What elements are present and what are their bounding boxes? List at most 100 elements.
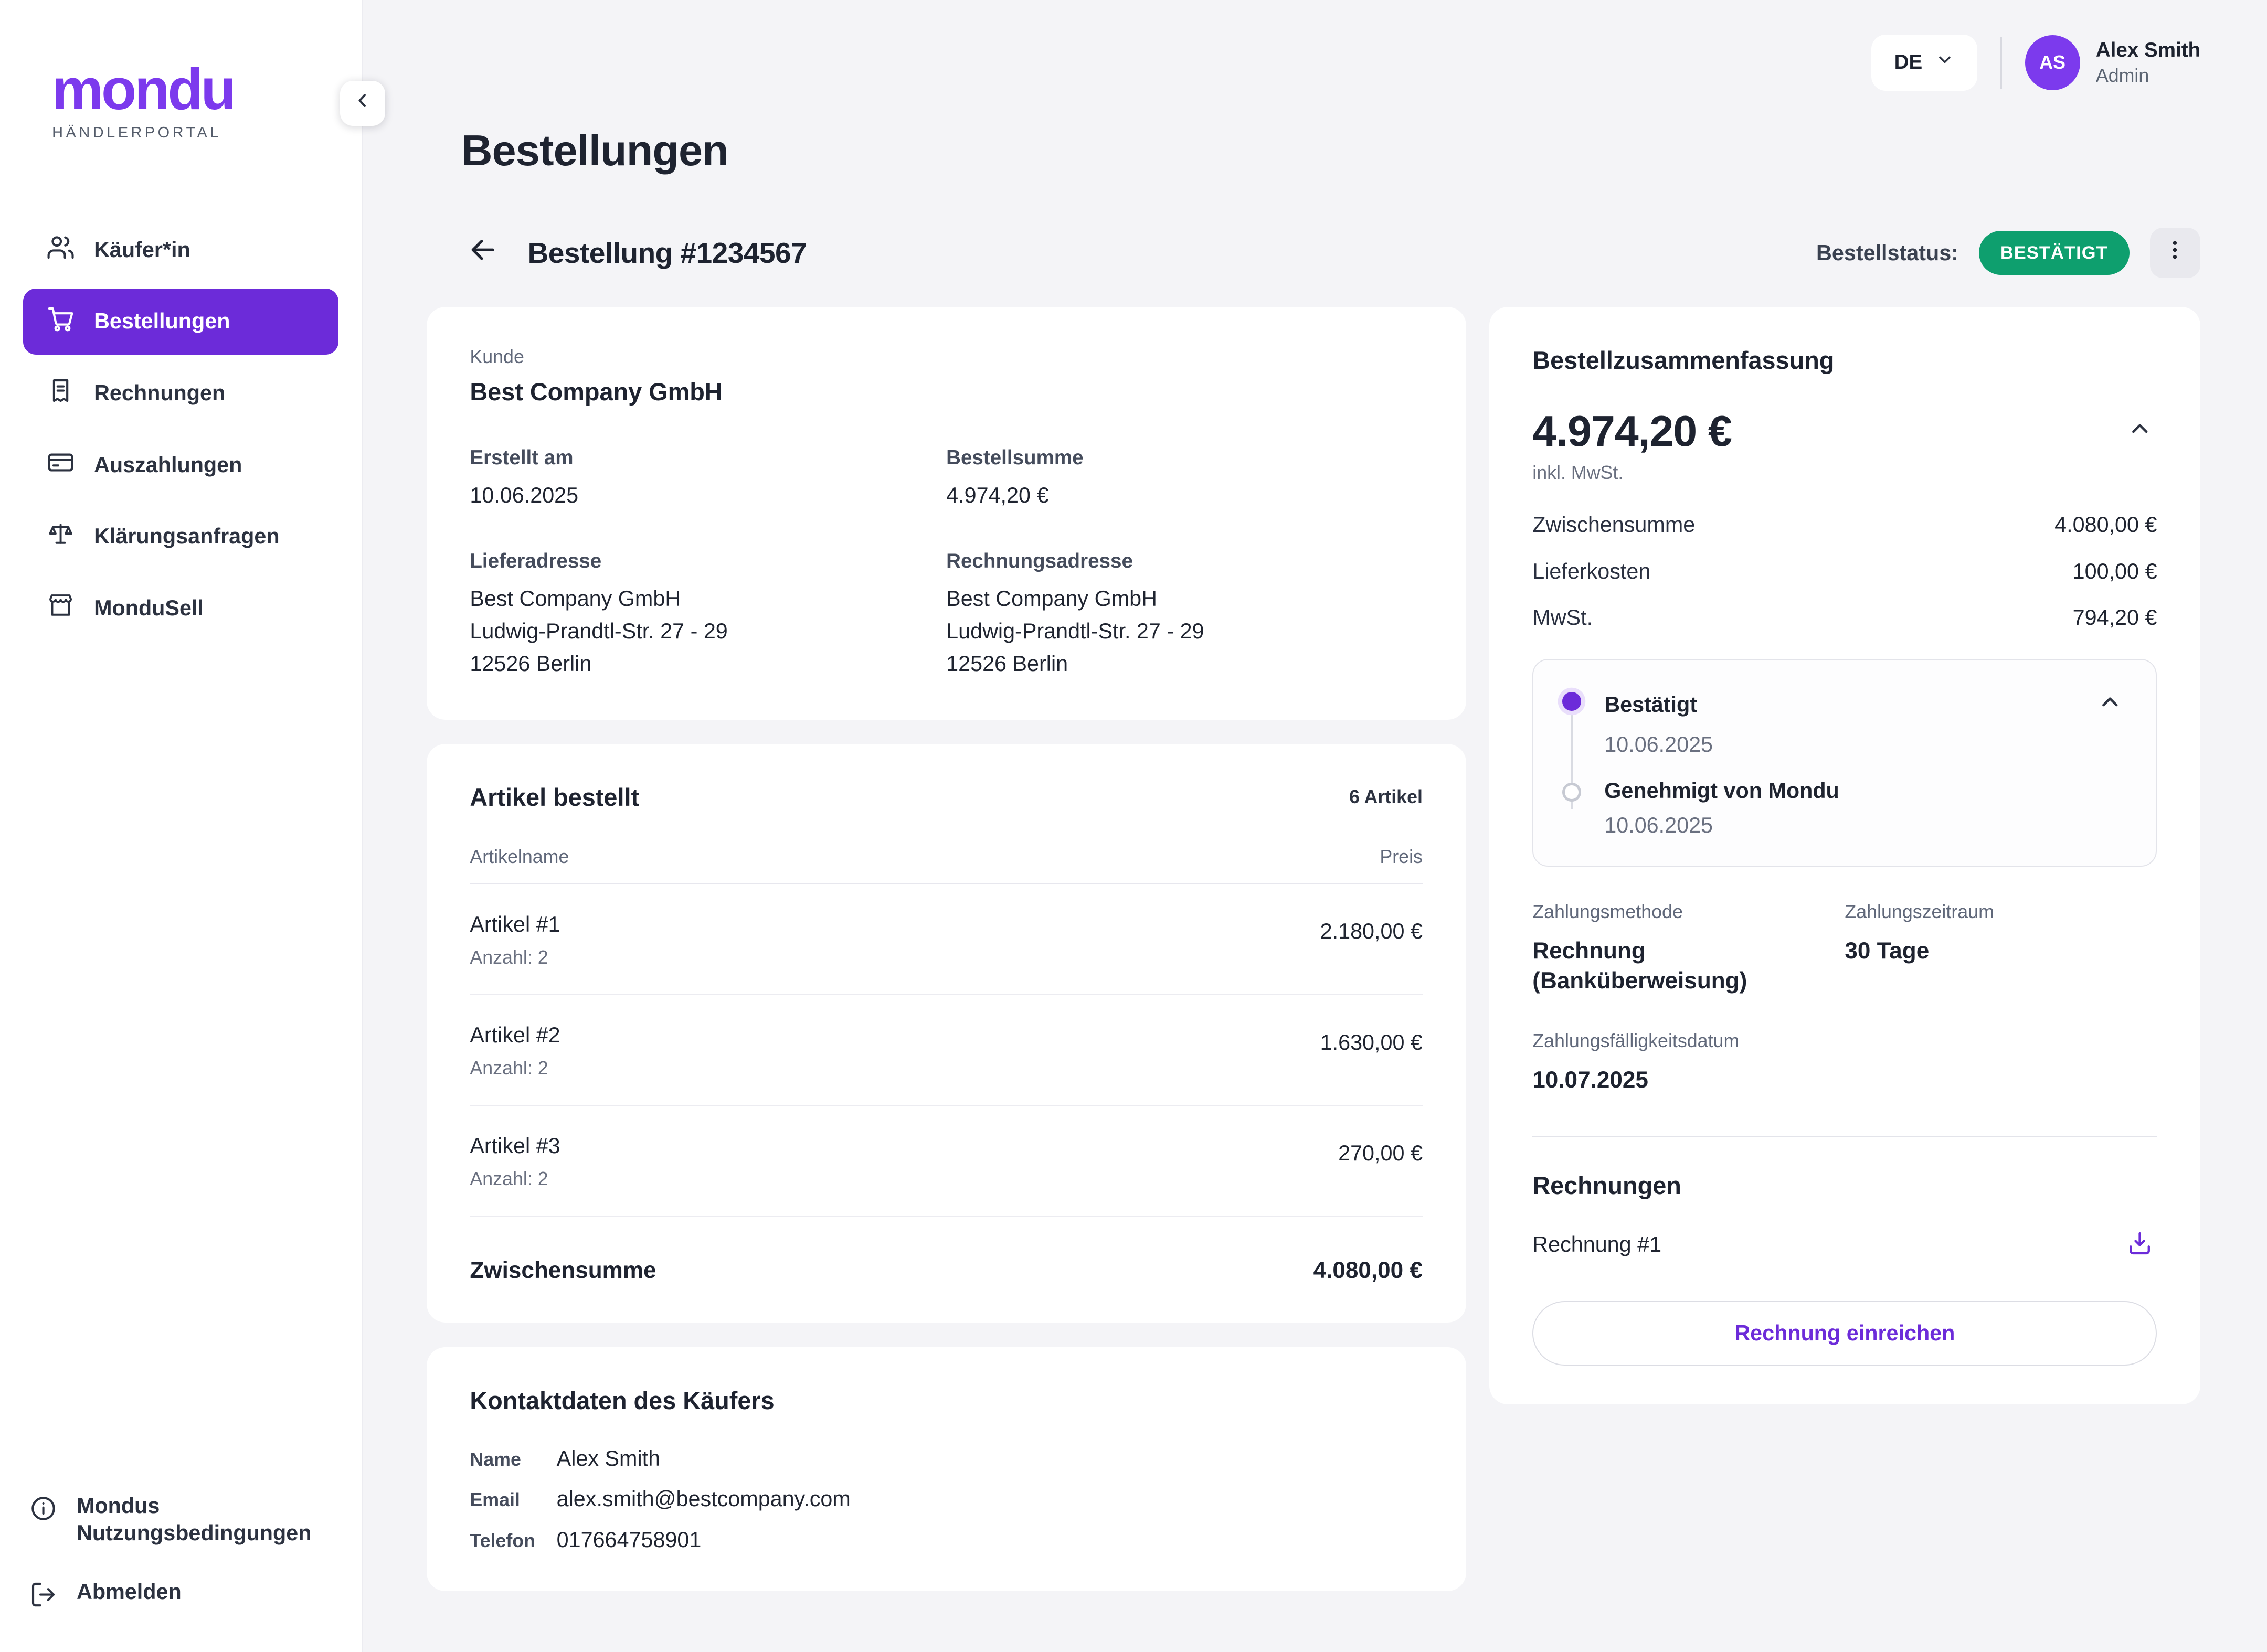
payment-term-value: 30 Tage xyxy=(1845,937,1930,964)
terms-link[interactable]: Mondus Nutzungsbedingungen xyxy=(23,1493,338,1547)
sidebar-item-label: Käufer*in xyxy=(94,237,190,262)
contact-card: Kontaktdaten des Käufers Name Alex Smith… xyxy=(426,1347,1466,1592)
summary-card: Bestellzusammenfassung 4.974,20 € inkl. … xyxy=(1489,307,2201,1405)
user-menu[interactable]: AS Alex Smith Admin xyxy=(2025,35,2200,90)
field-value: 4.974,20 € xyxy=(946,483,1049,508)
field-label: Rechnungsadresse xyxy=(946,549,1133,572)
items-card: Artikel bestellt 6 Artikel Artikelname P… xyxy=(426,744,1466,1323)
summary-title: Bestellzusammenfassung xyxy=(1532,346,1835,374)
cart-icon xyxy=(46,304,75,338)
timeline-date: 10.06.2025 xyxy=(1604,813,1713,838)
status-label: Bestellstatus: xyxy=(1816,240,1958,265)
field-billing-address: Rechnungsadresse Best Company GmbH Ludwi… xyxy=(946,550,1423,680)
order-title: Bestellung #1234567 xyxy=(527,237,807,269)
timeline-entry-confirmed: Bestätigt 10.06.2025 xyxy=(1562,687,2127,756)
order-header-row: Bestellung #1234567 Bestellstatus: BESTÄ… xyxy=(467,227,2201,279)
payment-term-block: Zahlungszeitraum 30 Tage xyxy=(1845,901,2157,996)
timeline-label: Bestätigt xyxy=(1604,692,1698,717)
brand-logo[interactable]: mondu HÄNDLERPORTAL xyxy=(23,57,338,142)
timeline-entry-approved: Genehmigt von Mondu 10.06.2025 xyxy=(1562,779,2127,838)
language-value: DE xyxy=(1894,51,1923,74)
user-role: Admin xyxy=(2095,65,2149,86)
content-grid: Kunde Best Company GmbH Erstellt am 10.0… xyxy=(426,307,2201,1592)
user-info: Alex Smith Admin xyxy=(2096,39,2200,87)
field-order-total: Bestellsumme 4.974,20 € xyxy=(946,446,1423,512)
field-label: Erstellt am xyxy=(470,446,574,470)
sidebar-item-auszahlungen[interactable]: Auszahlungen xyxy=(23,432,338,498)
logout-icon xyxy=(29,1579,58,1614)
contact-phone-value: 017664758901 xyxy=(556,1527,702,1552)
brand-tagline: HÄNDLERPORTAL xyxy=(52,124,221,141)
download-invoice-button[interactable] xyxy=(2125,1229,2157,1261)
info-icon xyxy=(29,1493,58,1547)
summary-row: MwSt. 794,20 € xyxy=(1532,605,2157,630)
chevron-up-icon xyxy=(2127,415,2153,447)
payment-method-value: Rechnung (Banküberweisung) xyxy=(1532,937,1747,994)
sidebar-item-mondusell[interactable]: MonduSell xyxy=(23,575,338,642)
sidebar-item-kaeufer[interactable]: Käufer*in xyxy=(23,217,338,283)
brand-name: mondu xyxy=(52,57,236,122)
invoices-title: Rechnungen xyxy=(1532,1172,1681,1200)
chevron-left-icon xyxy=(352,90,373,117)
avatar: AS xyxy=(2025,35,2080,90)
timeline-connector xyxy=(1571,713,1574,809)
timeline-dot-hollow xyxy=(1562,783,1582,802)
summary-rows: Zwischensumme 4.080,00 € Lieferkosten 10… xyxy=(1532,513,2157,630)
items-count: 6 Artikel xyxy=(1349,786,1423,808)
field-value: Best Company GmbH Ludwig-Prandtl-Str. 27… xyxy=(470,587,728,676)
summary-row: Lieferkosten 100,00 € xyxy=(1532,559,2157,583)
back-button[interactable] xyxy=(467,234,505,272)
sidebar-item-label: MonduSell xyxy=(94,596,204,621)
item-quantity: Anzahl: 2 xyxy=(470,1058,548,1079)
field-value: Best Company GmbH Ludwig-Prandtl-Str. 27… xyxy=(946,587,1204,676)
contact-email-label: Email xyxy=(470,1489,520,1511)
table-row: Artikel #3 Anzahl: 2 270,00 € xyxy=(470,1106,1423,1217)
payment-term-label: Zahlungszeitraum xyxy=(1845,901,1994,922)
summary-collapse-button[interactable] xyxy=(2122,414,2157,449)
sidebar-item-bestellungen[interactable]: Bestellungen xyxy=(23,288,339,355)
due-date-block: Zahlungsfälligkeitsdatum 10.07.2025 xyxy=(1532,1030,2157,1095)
summary-divider xyxy=(1532,1135,2157,1137)
customer-label: Kunde xyxy=(470,346,524,367)
sidebar-item-label: Rechnungen xyxy=(94,380,226,405)
contact-email-value: alex.smith@bestcompany.com xyxy=(556,1487,851,1511)
submit-invoice-button[interactable]: Rechnung einreichen xyxy=(1532,1301,2157,1366)
page-title: Bestellungen xyxy=(461,125,729,175)
item-name: Artikel #2 xyxy=(470,1022,560,1047)
logout-button[interactable]: Abmelden xyxy=(23,1579,338,1614)
summary-total: 4.974,20 € xyxy=(1532,407,1732,456)
payment-method-label: Zahlungsmethode xyxy=(1532,901,1683,922)
sidebar-item-klaerungsanfragen[interactable]: Klärungsanfragen xyxy=(23,504,338,570)
topbar-divider xyxy=(2000,36,2002,89)
order-actions-button[interactable] xyxy=(2149,227,2201,279)
item-price: 1.630,00 € xyxy=(1320,1030,1423,1054)
card-icon xyxy=(46,448,75,482)
language-selector[interactable]: DE xyxy=(1871,35,1977,91)
shop-icon xyxy=(46,591,75,625)
arrow-left-icon xyxy=(467,234,499,272)
contact-fields: Name Alex Smith Email alex.smith@bestcom… xyxy=(470,1446,1423,1552)
user-name: Alex Smith xyxy=(2095,39,2201,62)
item-quantity: Anzahl: 2 xyxy=(470,1168,548,1190)
field-created: Erstellt am 10.06.2025 xyxy=(470,446,946,512)
download-icon xyxy=(2125,1232,2154,1263)
kebab-menu-icon xyxy=(2163,238,2187,268)
invoice-name: Rechnung #1 xyxy=(1532,1232,1662,1257)
logout-label: Abmelden xyxy=(77,1580,182,1604)
sidebar-item-rechnungen[interactable]: Rechnungen xyxy=(23,360,338,427)
summary-tax-note: inkl. MwSt. xyxy=(1532,462,1624,484)
main-content: DE AS Alex Smith Admin Bestellungen xyxy=(363,0,2267,1652)
payment-info: Zahlungsmethode Rechnung (Banküberweisun… xyxy=(1532,901,2157,996)
invoice-row: Rechnung #1 xyxy=(1532,1229,2157,1261)
sidebar-item-label: Klärungsanfragen xyxy=(94,524,280,549)
timeline-label: Genehmigt von Mondu xyxy=(1604,779,1839,803)
timeline-collapse-button[interactable] xyxy=(2092,687,2127,722)
contact-name-value: Alex Smith xyxy=(556,1446,661,1471)
column-name: Artikelname xyxy=(470,846,569,867)
contact-title: Kontaktdaten des Käufers xyxy=(470,1387,775,1414)
status-badge: BESTÄTIGT xyxy=(1978,231,2130,275)
summary-row: Zwischensumme 4.080,00 € xyxy=(1532,513,2157,537)
sidebar-collapse-button[interactable] xyxy=(340,81,385,126)
payment-method-block: Zahlungsmethode Rechnung (Banküberweisun… xyxy=(1532,901,1845,996)
timeline-dot-filled xyxy=(1562,691,1582,711)
